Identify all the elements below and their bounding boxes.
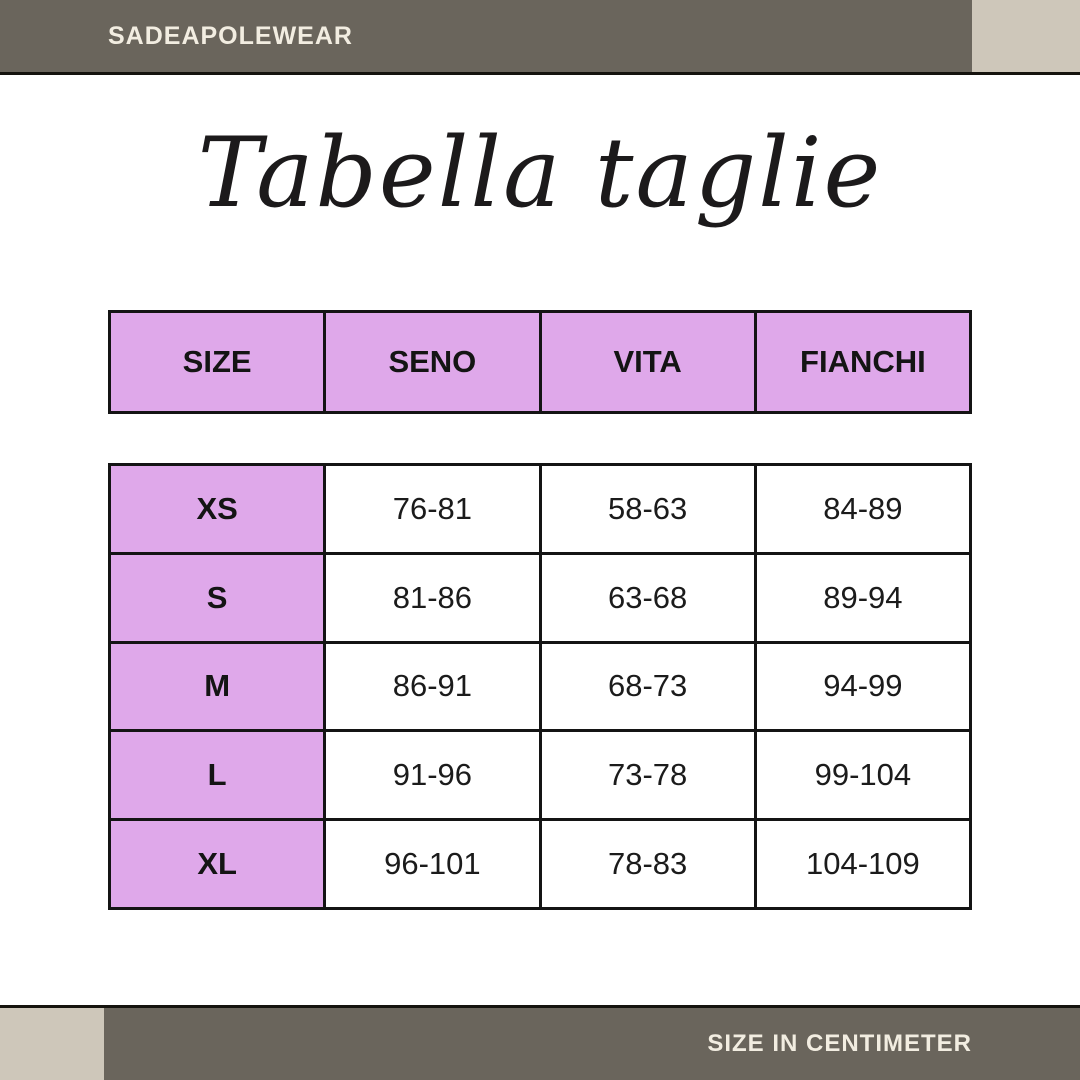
units-note: SIZE IN CENTIMETER	[707, 1030, 972, 1057]
vita-value: 73-78	[538, 732, 754, 819]
seno-value: 76-81	[323, 466, 539, 552]
header-cell-vita: VITA	[538, 313, 754, 411]
seno-value: 96-101	[323, 821, 539, 907]
page-title: Tabella taglie	[197, 117, 883, 229]
top-bar: SADEAPOLEWEAR	[0, 0, 1080, 75]
header-cell-size: SIZE	[111, 313, 324, 411]
size-table-header: SIZE SENO VITA FIANCHI	[108, 310, 972, 414]
bottom-bar: SIZE IN CENTIMETER	[0, 1005, 1080, 1080]
size-label: XL	[111, 821, 324, 907]
top-right-corner-block	[972, 0, 1080, 72]
table-row-l: L 91-96 73-78 99-104	[111, 729, 969, 819]
seno-value: 91-96	[323, 732, 539, 819]
vita-value: 68-73	[538, 643, 754, 730]
size-label: S	[111, 554, 324, 641]
brand-name: SADEAPOLEWEAR	[108, 22, 353, 50]
vita-value: 63-68	[538, 554, 754, 641]
fianchi-value: 89-94	[753, 554, 969, 641]
table-row-xl: XL 96-101 78-83 104-109	[111, 818, 969, 907]
header-cell-seno: SENO	[323, 313, 539, 411]
header-cell-fianchi: FIANCHI	[753, 313, 969, 411]
seno-value: 81-86	[323, 554, 539, 641]
fianchi-value: 104-109	[753, 821, 969, 907]
seno-value: 86-91	[323, 643, 539, 730]
size-table-body: XS 76-81 58-63 84-89 S 81-86 63-68 89-94…	[108, 463, 972, 910]
size-label: L	[111, 732, 324, 819]
vita-value: 78-83	[538, 821, 754, 907]
bottom-left-corner-block	[0, 1008, 104, 1080]
size-label: M	[111, 643, 324, 730]
fianchi-value: 94-99	[753, 643, 969, 730]
table-row-s: S 81-86 63-68 89-94	[111, 551, 969, 641]
size-label: XS	[111, 466, 324, 552]
fianchi-value: 84-89	[753, 466, 969, 552]
table-row-xs: XS 76-81 58-63 84-89	[111, 466, 969, 552]
table-row-m: M 86-91 68-73 94-99	[111, 640, 969, 730]
fianchi-value: 99-104	[753, 732, 969, 819]
vita-value: 58-63	[538, 466, 754, 552]
header-row: SIZE SENO VITA FIANCHI	[111, 313, 969, 411]
